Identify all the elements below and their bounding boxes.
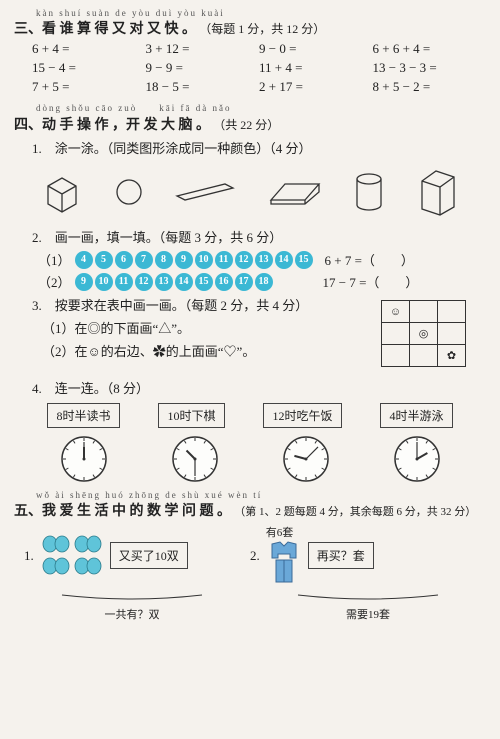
number-circle: 15 [295,251,313,269]
line2-exp: 17 − 7 =（ ） [323,272,419,291]
line1-label: （1） [38,250,71,269]
time-box: 10时下棋 [158,403,224,428]
eq: 6 + 4 = [32,41,146,57]
number-circle: 9 [75,273,93,291]
line1-exp: 6 + 7 =（ ） [325,250,414,269]
eq: 8 + 5 − 2 = [373,79,487,95]
eq: 9 − 9 = [146,60,260,76]
section5-info: （第 1、2 题每题 4 分，其余每题 6 分，共 32 分） [234,506,476,518]
q4-4-text: 4. 连一连。（8 分） [32,378,486,397]
number-circle: 8 [155,251,173,269]
problem-2: 2. 有6套 再买？套 [250,524,476,587]
p1-brace: 一共有？双 [14,593,250,622]
number-circle: 10 [195,251,213,269]
eq: 18 − 5 = [146,79,260,95]
section5-pinyin: wǒ ài shēng huó zhōng de shù xué wèn tí [36,490,486,500]
eq-row-1: 15 − 4 = 9 − 9 = 11 + 4 = 13 − 3 − 3 = [32,60,486,76]
number-circle: 18 [255,273,273,291]
eq-row-0: 6 + 4 = 3 + 12 = 9 − 0 = 6 + 6 + 4 = [32,41,486,57]
section5-title: 五、我 爱 生 活 中 的 数 学 问 题 。 [14,504,231,519]
number-circle: 13 [155,273,173,291]
section3-header: 三、看 谁 算 得 又 对 又 快 。 （每题 1 分，共 12 分） [14,18,486,38]
number-circle: 16 [215,273,233,291]
q4-2-line1: （1） 456789101112131415 6 + 7 =（ ） [38,250,486,269]
section3-title: 三、看 谁 算 得 又 对 又 快 。 [14,22,196,37]
p1-brace-text: 一共有？双 [105,609,160,621]
bar-icon [175,182,235,202]
clothes-icon [266,540,302,584]
cell-ring: ◎ [410,323,438,345]
clock-icon [392,434,442,484]
time-box: 4时半游泳 [380,403,452,428]
word-problems: 1. 又买了10双 2. 有6套 再买？套 [24,524,476,587]
cuboid-icon [416,167,460,217]
number-circle: 12 [135,273,153,291]
p2-box: 再买？套 [308,542,374,569]
eq: 13 − 3 − 3 = [373,60,487,76]
number-circle: 13 [255,251,273,269]
shapes-row [24,161,476,223]
number-circle: 5 [95,251,113,269]
p2-num: 2. [250,548,260,564]
problem-1: 1. 又买了10双 [24,524,250,587]
section5-header: 五、我 爱 生 活 中 的 数 学 问 题 。 （第 1、2 题每题 4 分，其… [14,500,486,520]
number-circle: 11 [115,273,133,291]
section4-info: （共 22 分） [213,118,279,132]
prism-icon [267,178,323,206]
q4-1-text: 1. 涂一涂。（同类图形涂成同一种颜色）（4 分） [32,138,486,157]
eq-row-2: 7 + 5 = 18 − 5 = 2 + 17 = 8 + 5 − 2 = [32,79,486,95]
p1-num: 1. [24,548,34,564]
section3-info: （每题 1 分，共 12 分） [199,22,325,36]
circle-icon [115,178,143,206]
p2-label: 有6套 [266,524,302,540]
section3-pinyin: kàn shuí suàn de yòu duì yòu kuài [36,8,486,18]
mittens-icon [40,534,104,578]
cube-icon [40,170,84,214]
q4-2-text: 2. 画一画，填一填。（每题 3 分，共 6 分） [32,227,486,246]
number-circle: 11 [215,251,233,269]
clock-icon [59,434,109,484]
clocks-row [28,434,472,484]
eq: 11 + 4 = [259,60,373,76]
time-box: 12时吃午饭 [263,403,341,428]
number-circle: 10 [95,273,113,291]
eq: 2 + 17 = [259,79,373,95]
number-circle: 7 [135,251,153,269]
eq: 15 − 4 = [32,60,146,76]
time-box: 8时半读书 [47,403,119,428]
number-circle: 15 [195,273,213,291]
clock-icon [281,434,331,484]
number-circle: 6 [115,251,133,269]
p2-brace: 需要19套 [250,593,486,622]
eq: 6 + 6 + 4 = [373,41,487,57]
cylinder-icon [354,172,384,212]
eq: 9 − 0 = [259,41,373,57]
section4-title: 四、动 手 操 作 ，开 发 大 脑 。 [14,118,210,133]
q4-2-line2: （2） 9101112131415161718 17 − 7 =（ ） [38,272,486,291]
number-circle: 12 [235,251,253,269]
p1-box: 又买了10双 [110,542,188,569]
eq: 7 + 5 = [32,79,146,95]
number-circle: 14 [275,251,293,269]
eq: 3 + 12 = [146,41,260,57]
cell-flower: ✿ [438,345,466,367]
number-circle: 14 [175,273,193,291]
number-circle: 4 [75,251,93,269]
section4-header: 四、动 手 操 作 ，开 发 大 脑 。 （共 22 分） [14,114,486,134]
p2-brace-text: 需要19套 [346,609,390,621]
number-circle: 9 [175,251,193,269]
grid-table: ☺ ◎ ✿ [381,300,466,367]
time-boxes: 8时半读书 10时下棋 12时吃午饭 4时半游泳 [28,403,472,428]
cell-smiley: ☺ [382,301,410,323]
number-circle: 17 [235,273,253,291]
line2-label: （2） [38,272,71,291]
clock-icon [170,434,220,484]
section4-pinyin: dòng shǒu cāo zuò kāi fā dà nǎo [36,101,486,114]
